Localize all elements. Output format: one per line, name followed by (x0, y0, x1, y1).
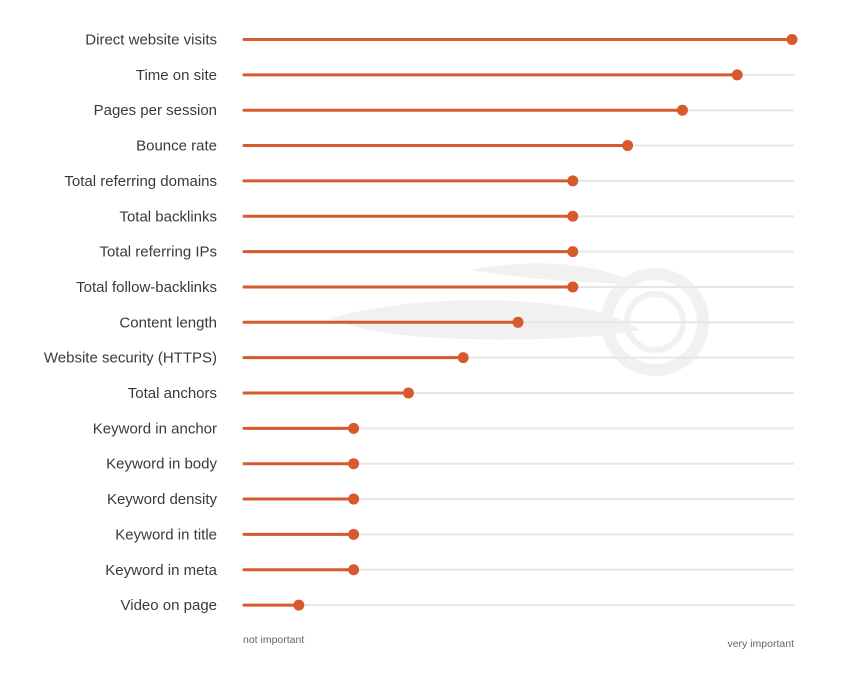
watermark-flame (330, 299, 640, 340)
category-labels: Direct website visits Time on site Pages p… (44, 32, 218, 615)
category-label: Keyword in title (115, 526, 217, 543)
value-dot (567, 246, 579, 258)
value-dot (622, 140, 634, 152)
value-dot (786, 34, 798, 45)
value-dot (567, 281, 579, 293)
value-dot (512, 316, 524, 328)
value-dot (457, 352, 469, 364)
category-label: Total follow-backlinks (76, 279, 217, 296)
value-dot (348, 458, 360, 470)
axis-label-max: very important (727, 638, 794, 650)
watermark-flame-top (470, 263, 640, 285)
value-stems (242, 38, 794, 607)
value-dot (348, 493, 360, 505)
category-label: Time on site (136, 67, 217, 84)
value-dot (402, 387, 414, 399)
category-label: Keyword in meta (105, 562, 217, 579)
value-dot (567, 210, 579, 222)
category-label: Video on page (121, 597, 217, 614)
category-label: Content length (119, 314, 217, 331)
category-label: Total referring IPs (99, 244, 217, 261)
category-label: Keyword density (107, 491, 218, 508)
value-dot (348, 528, 360, 540)
value-dot (731, 69, 743, 81)
category-label: Direct website visits (85, 32, 217, 49)
category-label: Total referring domains (64, 173, 217, 190)
category-label: Bounce rate (136, 138, 217, 155)
category-label: Keyword in body (106, 456, 217, 473)
category-label: Pages per session (94, 102, 217, 119)
value-dots (293, 34, 798, 611)
category-label: Total backlinks (119, 208, 217, 225)
axis-label-min: not important (243, 634, 304, 646)
value-dot (348, 564, 360, 576)
value-dot (348, 422, 360, 434)
value-dot (567, 175, 579, 187)
value-dot (293, 599, 305, 611)
category-label: Website security (HTTPS) (44, 350, 217, 367)
value-dot (676, 104, 688, 116)
category-label: Total anchors (128, 385, 217, 402)
semrush-logo-watermark (330, 263, 709, 376)
category-label: Keyword in anchor (93, 420, 217, 437)
